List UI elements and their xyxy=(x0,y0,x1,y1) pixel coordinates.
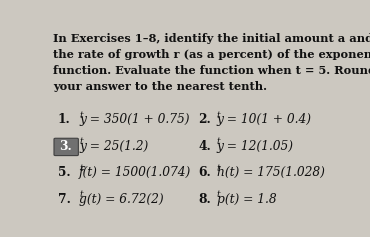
Text: 4.: 4. xyxy=(198,140,211,153)
Text: t: t xyxy=(79,111,83,120)
Text: g(t) = 6.72(2): g(t) = 6.72(2) xyxy=(79,193,164,205)
Text: 7.: 7. xyxy=(58,193,71,205)
Text: t: t xyxy=(217,190,221,199)
Text: 5.: 5. xyxy=(58,166,70,179)
Text: t: t xyxy=(79,137,83,146)
Text: the rate of growth r (as a percent) of the exponential: the rate of growth r (as a percent) of t… xyxy=(53,49,370,60)
Text: t: t xyxy=(217,111,221,120)
Text: 2.: 2. xyxy=(198,113,211,126)
Text: h(t) = 175(1.028): h(t) = 175(1.028) xyxy=(217,166,325,179)
Text: p(t) = 1.8: p(t) = 1.8 xyxy=(217,193,276,205)
FancyBboxPatch shape xyxy=(54,138,78,155)
Text: 1.: 1. xyxy=(58,113,70,126)
Text: y = 350(1 + 0.75): y = 350(1 + 0.75) xyxy=(79,113,190,126)
Text: t: t xyxy=(217,137,221,146)
Text: 8.: 8. xyxy=(198,193,211,205)
Text: f(t) = 1500(1.074): f(t) = 1500(1.074) xyxy=(79,166,192,179)
Text: t: t xyxy=(79,164,83,173)
Text: y = 10(1 + 0.4): y = 10(1 + 0.4) xyxy=(217,113,312,126)
Text: 3.: 3. xyxy=(59,140,72,153)
Text: function. Evaluate the function when t = 5. Round: function. Evaluate the function when t =… xyxy=(53,65,370,76)
Text: y = 12(1.05): y = 12(1.05) xyxy=(217,140,294,153)
Text: In Exercises 1–8, identify the initial amount a and: In Exercises 1–8, identify the initial a… xyxy=(53,33,370,44)
Text: 6.: 6. xyxy=(198,166,211,179)
Text: t: t xyxy=(79,190,83,199)
Text: y = 25(1.2): y = 25(1.2) xyxy=(79,140,148,153)
Text: t: t xyxy=(217,164,221,173)
Text: your answer to the nearest tenth.: your answer to the nearest tenth. xyxy=(53,81,268,92)
